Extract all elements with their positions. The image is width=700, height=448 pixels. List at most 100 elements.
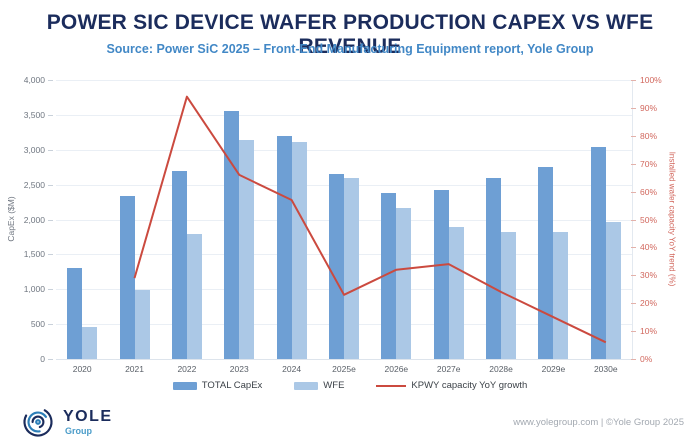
y-right-tick <box>631 331 636 333</box>
legend-item-wfe: WFE <box>294 380 344 391</box>
page-title: POWER SIC DEVICE WAFER PRODUCTION CAPEX … <box>46 11 654 58</box>
bar-total-capex-2025e <box>328 174 344 359</box>
logo-group: Group <box>65 425 92 436</box>
y-right-tick-label: 10% <box>640 326 658 337</box>
bar-wfe-2020 <box>82 326 98 359</box>
legend-item-kpwy-capacity-yoy-growth: KPWY capacity YoY growth <box>376 380 527 391</box>
y-left-tick <box>48 184 53 186</box>
growth-line <box>133 95 607 344</box>
x-tick-label-2027e: 2027e <box>436 364 461 374</box>
y-left-tick-label: 1,500 <box>23 249 45 260</box>
y-axis-right-labels: 0% 10% 20% 30% 40% 50% 60% 70% 80% 90% 100% <box>631 75 682 364</box>
legend-label: WFE <box>323 380 345 391</box>
bar-group-2027e <box>423 189 475 359</box>
y-right-tick <box>631 107 636 109</box>
y-left-tick <box>48 324 53 326</box>
bar-total-capex-2026e <box>381 193 397 359</box>
bar-group-2020 <box>56 268 108 359</box>
bar-wfe-2022 <box>186 234 202 359</box>
y-left-tick-label: 4,000 <box>23 75 45 85</box>
y-right-tick <box>631 80 636 81</box>
bar-wfe-2025e <box>343 177 359 359</box>
y-left-tick-label: 3,500 <box>23 109 45 120</box>
y-left-tick <box>48 359 53 360</box>
yole-group-logo-icon <box>23 407 53 437</box>
bar-total-capex-2028e <box>486 178 502 359</box>
y-right-tick <box>631 135 636 137</box>
x-tick-label-2021: 2021 <box>125 364 144 374</box>
bar-wfe-2026e <box>396 208 412 359</box>
bar-wfe-2023 <box>239 140 255 359</box>
legend-swatch <box>172 381 197 390</box>
bar-total-capex-2024 <box>276 135 292 359</box>
x-tick-label-2028e: 2028e <box>489 364 513 374</box>
y-left-tick-label: 500 <box>30 319 45 330</box>
bar-group-2022 <box>161 170 213 359</box>
y-right-tick-label: 70% <box>640 158 658 169</box>
x-tick-label-2024: 2024 <box>282 364 302 374</box>
y-right-tick <box>631 247 636 249</box>
legend-item-total-capex: TOTAL CapEx <box>172 380 263 391</box>
legend-swatch <box>376 384 407 387</box>
y-left-tick-label: 2,000 <box>23 214 45 225</box>
x-tick-label-2029e: 2029e <box>541 364 566 374</box>
x-tick-label-2023: 2023 <box>229 364 249 374</box>
legend: TOTAL CapEx WFE KPWY capacity YoY growth <box>0 380 700 391</box>
y-right-tick <box>631 359 636 360</box>
y-right-tick-label: 90% <box>640 102 658 113</box>
legend-swatch <box>294 381 319 390</box>
bar-group-2021 <box>108 196 160 359</box>
x-tick-label-2025e: 2025e <box>332 364 356 374</box>
bar-group-2025e <box>318 174 370 359</box>
logo-text: YOLE Group <box>63 407 113 436</box>
bar-total-capex-2030e <box>590 146 606 359</box>
logo-yole: YOLE <box>63 407 113 425</box>
x-axis-labels: 2020 2021 2022 2023 2024 2025e 2026e 2027e 2028e… <box>56 364 632 374</box>
bar-wfe-2029e <box>553 232 569 359</box>
y-left-tick <box>48 254 53 256</box>
gridline <box>56 80 632 81</box>
plot-area <box>56 80 633 360</box>
bar-total-capex-2020 <box>67 268 83 359</box>
x-tick-label-2022: 2022 <box>177 364 197 374</box>
footer-logo: YOLE Group <box>20 404 113 440</box>
y-right-tick <box>631 275 636 277</box>
y-left-tick <box>48 219 53 221</box>
y-right-tick <box>631 219 636 221</box>
y-left-tick-label: 2,500 <box>23 179 45 190</box>
y-right-tick-label: 0% <box>640 354 653 364</box>
y-left-tick <box>48 80 53 81</box>
footer-credit: www.yolegroup.com | ©Yole Group 2025 <box>513 417 684 428</box>
y-right-tick-label: 20% <box>640 298 658 309</box>
y-right-tick-label: 60% <box>640 186 658 197</box>
y-right-tick-label: 80% <box>640 130 658 141</box>
bar-wfe-2027e <box>448 227 464 359</box>
page-subtitle: Source: Power SiC 2025 – Front-End Manuf… <box>106 42 594 56</box>
y-left-tick-label: 0 <box>40 354 45 364</box>
bar-total-capex-2023 <box>224 111 240 359</box>
y-left-tick <box>48 289 53 291</box>
y-right-tick-label: 100% <box>640 75 662 85</box>
y-left-tick-label: 3,000 <box>23 144 45 155</box>
y-right-tick-label: 50% <box>640 214 658 225</box>
bar-group-2030e <box>580 146 632 359</box>
y-left-tick-label: 1,000 <box>23 284 45 295</box>
y-axis-left-labels: 0 500 1,000 1,500 2,000 2,500 3,000 3,500 4,000 <box>0 75 53 364</box>
gridline <box>56 149 632 151</box>
y-right-tick <box>631 191 636 193</box>
x-tick-label-2026e: 2026e <box>384 364 409 374</box>
bar-total-capex-2022 <box>171 170 187 359</box>
y-right-tick <box>631 163 636 165</box>
y-left-tick <box>48 149 53 151</box>
bar-total-capex-2021 <box>119 196 135 359</box>
bar-total-capex-2027e <box>433 189 449 359</box>
bar-wfe-2030e <box>605 221 621 359</box>
legend-label: TOTAL CapEx <box>201 380 263 391</box>
legend-label: KPWY capacity YoY growth <box>411 380 528 391</box>
y-right-tick <box>631 303 636 305</box>
y-right-tick-label: 30% <box>640 270 658 281</box>
gridline <box>56 114 632 116</box>
bar-group-2023 <box>213 111 265 359</box>
bar-wfe-2021 <box>134 289 150 359</box>
bar-group-2026e <box>370 193 422 359</box>
